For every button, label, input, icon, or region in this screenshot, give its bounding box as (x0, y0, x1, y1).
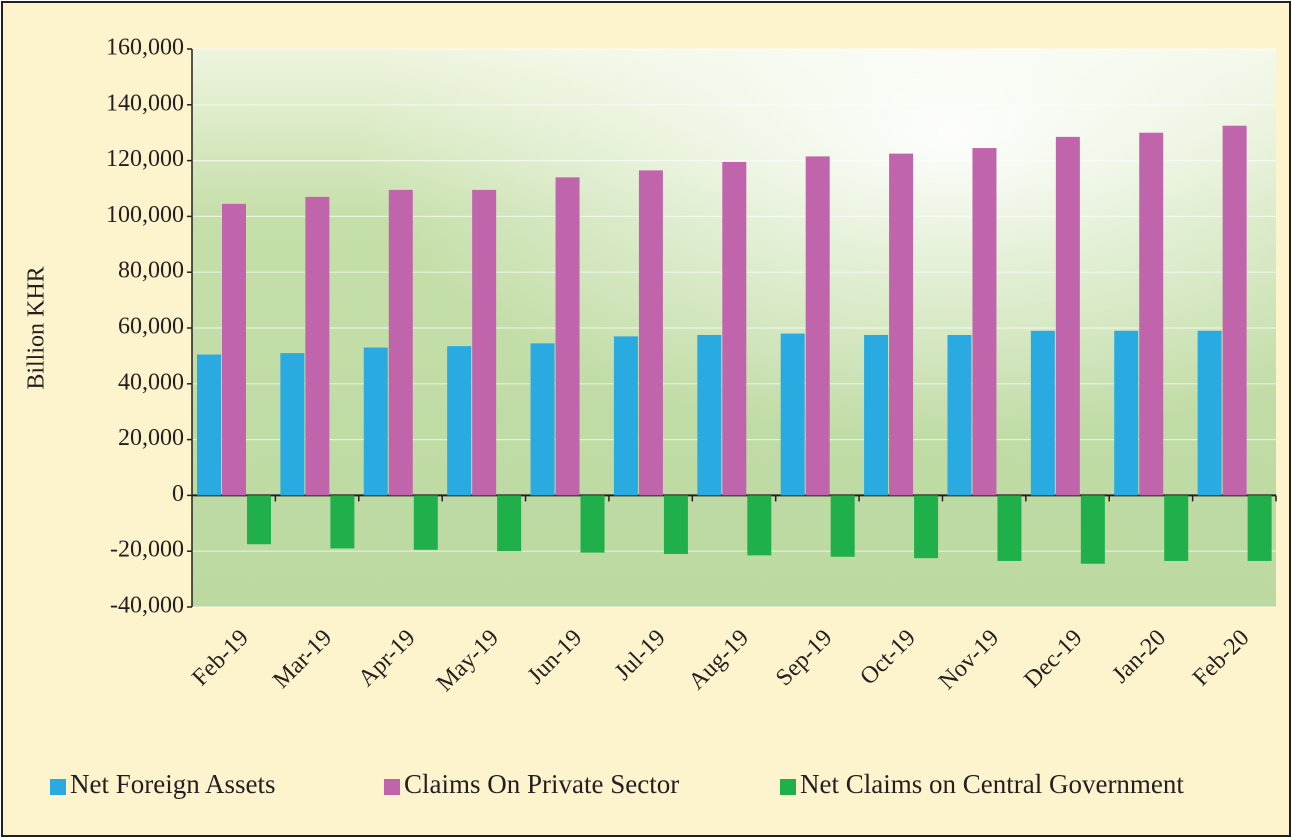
bar (830, 495, 855, 557)
bar (1164, 495, 1189, 561)
bar (1197, 330, 1222, 496)
bar (722, 161, 747, 496)
bar (805, 156, 830, 496)
y-tick-label: 20,000 (118, 425, 184, 451)
y-tick-label: -20,000 (110, 537, 184, 563)
bar (663, 495, 688, 554)
bar (1055, 136, 1080, 496)
legend-label: Net Foreign Assets (70, 769, 276, 799)
bar (747, 495, 772, 556)
bar (330, 495, 355, 549)
bar (580, 495, 605, 553)
bar (780, 333, 805, 496)
bar (388, 189, 413, 496)
legend-swatch (50, 779, 66, 795)
y-tick-label: 120,000 (106, 146, 184, 172)
bar (1114, 330, 1139, 496)
y-tick-label: 60,000 (118, 314, 184, 340)
bar (447, 346, 472, 496)
y-tick-label: 140,000 (106, 90, 184, 116)
y-tick-label: 0 (172, 481, 184, 507)
bar (530, 343, 555, 496)
bar (222, 203, 246, 496)
y-axis-label: Billion KHR (24, 266, 50, 389)
bar (997, 495, 1022, 561)
bar (864, 334, 889, 496)
bar (697, 334, 722, 496)
bar (413, 495, 438, 550)
legend-label: Claims On Private Sector (404, 769, 679, 799)
bar (638, 170, 663, 496)
bar (305, 196, 330, 496)
legend-label: Net Claims on Central Government (800, 769, 1184, 799)
legend-swatch (780, 779, 796, 795)
bar (363, 347, 388, 496)
bar (947, 334, 972, 496)
legend-swatch (384, 779, 400, 795)
bar (613, 336, 638, 496)
bar (889, 153, 914, 496)
y-tick-label: -40,000 (110, 593, 184, 619)
bar (197, 354, 221, 496)
bar (1247, 495, 1272, 561)
bar (497, 495, 522, 552)
bar (280, 353, 305, 496)
bar (472, 189, 497, 496)
bar (914, 495, 939, 559)
bar (972, 148, 997, 496)
bar (1139, 132, 1164, 496)
bar (1222, 125, 1247, 496)
bar (1080, 495, 1105, 564)
y-tick-label: 100,000 (106, 202, 184, 228)
bar (247, 495, 271, 545)
y-tick-label: 40,000 (118, 369, 184, 395)
y-tick-label: 160,000 (106, 35, 184, 61)
y-tick-label: 80,000 (118, 258, 184, 284)
bar (555, 177, 580, 496)
bar (1030, 330, 1055, 496)
